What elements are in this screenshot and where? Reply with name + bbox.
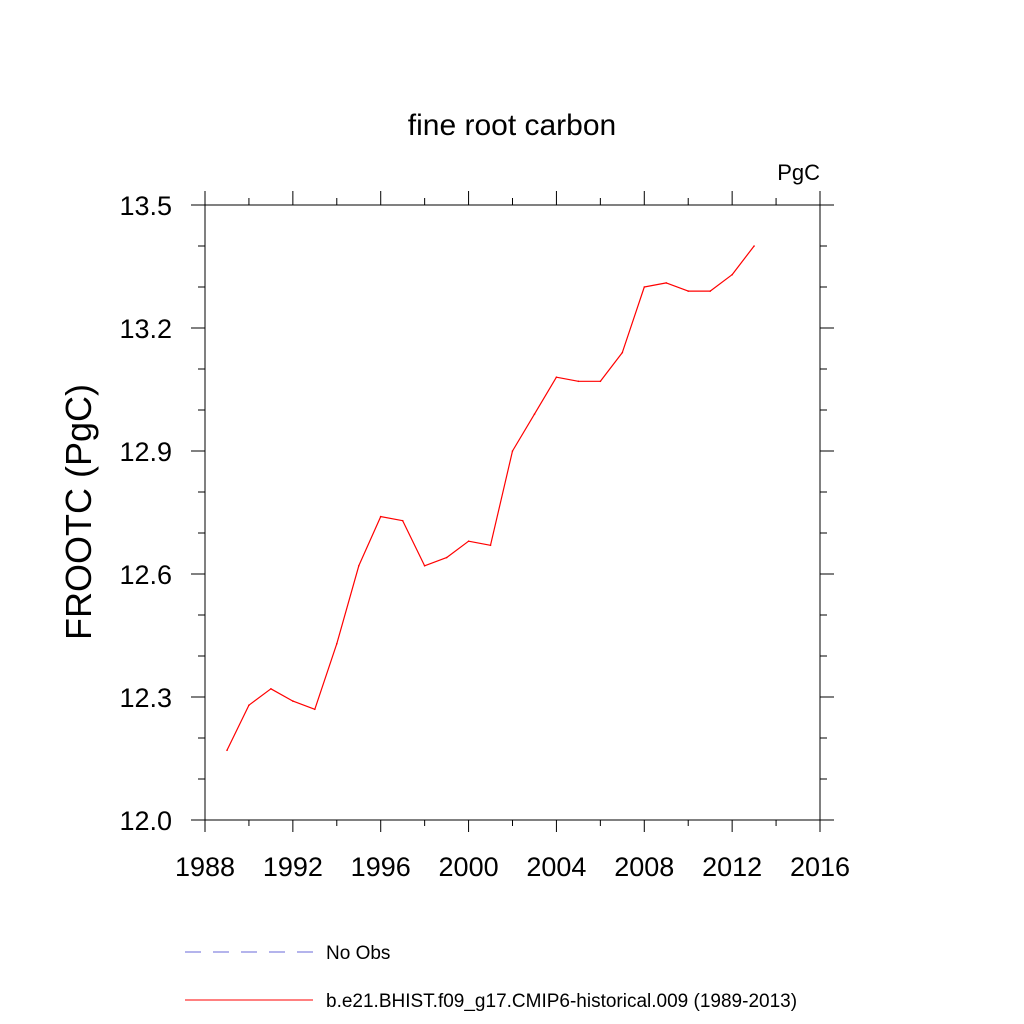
x-tick-label: 2008 [614, 852, 674, 882]
data-point [687, 290, 689, 292]
series-line [226, 245, 755, 751]
data-point [731, 273, 733, 276]
axis-ticks [191, 191, 834, 832]
x-tick-label: 1988 [175, 852, 235, 882]
data-point [292, 700, 294, 702]
data-point [599, 380, 602, 383]
data-point [379, 515, 382, 518]
x-tick-label: 2012 [702, 852, 762, 882]
y-tick-label: 13.2 [119, 314, 172, 344]
axis-tick-labels: 1988 1992 1996 2000 2004 2008 2012 2016 12.0 12.3… [119, 191, 850, 882]
data-point [511, 450, 514, 452]
data-point [423, 565, 426, 567]
data-point [753, 245, 755, 247]
legend-label: b.e21.BHIST.f09_g17.CMIP6-historical.009… [326, 991, 797, 1012]
x-tick-label: 2004 [526, 852, 586, 882]
data-point [621, 351, 624, 354]
y-tick-label: 12.0 [119, 806, 172, 836]
x-tick-label: 2000 [439, 852, 499, 882]
x-tick-label: 1996 [351, 852, 411, 882]
x-tick-label: 1992 [263, 852, 323, 882]
chart-title: fine root carbon [408, 109, 616, 142]
data-point [665, 282, 668, 284]
x-tick-label: 2016 [790, 852, 850, 882]
legend: No Obs b.e21.BHIST.f09_g17.CMIP6-historic… [185, 943, 797, 1012]
data-point [577, 380, 580, 383]
data-point [401, 519, 404, 522]
data-point [445, 556, 448, 559]
data-point [533, 413, 536, 415]
data-point [270, 688, 272, 690]
data-point [555, 376, 558, 379]
data-point [248, 704, 250, 706]
y-axis-label: FROOTC (PgC) [58, 384, 99, 640]
data-point [489, 544, 492, 547]
plot-frame [204, 204, 821, 821]
data-point [226, 749, 228, 752]
y-tick-label: 12.3 [119, 683, 172, 713]
y-tick-label: 12.6 [119, 560, 172, 590]
data-point [643, 286, 646, 288]
data-point [358, 565, 360, 567]
data-point [314, 708, 316, 711]
data-point [709, 290, 711, 292]
y-tick-label: 12.9 [119, 437, 172, 467]
units-label: PgC [777, 160, 820, 185]
y-tick-label: 13.5 [119, 191, 172, 221]
data-point [336, 642, 338, 645]
series-lines [226, 245, 755, 752]
legend-label: No Obs [326, 943, 390, 964]
data-point [467, 540, 470, 542]
